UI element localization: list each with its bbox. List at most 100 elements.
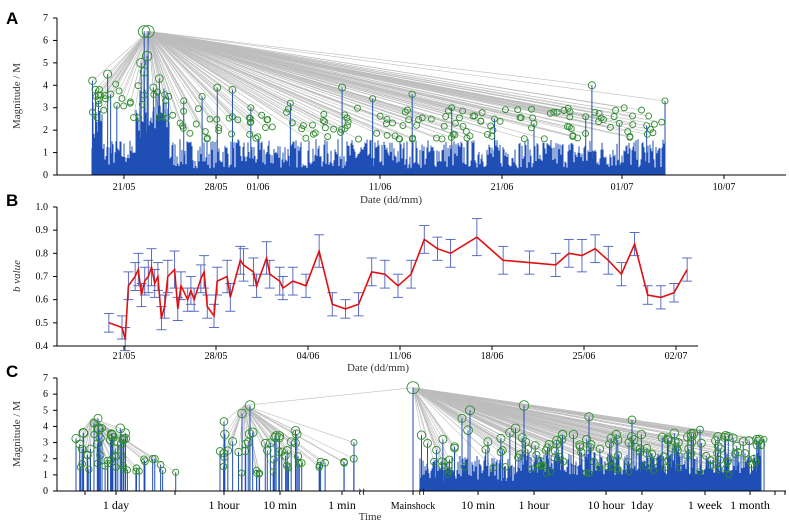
panel-a-event-circle — [115, 87, 123, 95]
panel-a: A 0 1 2 3 4 5 6 7 21/05 28/05 01/06 11/06 21/06 01/0… — [6, 9, 786, 206]
panel-a-gray-line — [99, 31, 149, 96]
panel-c-y-label: Magnitude / M — [11, 401, 23, 467]
panel-c-gray-line — [243, 405, 302, 464]
panel-a-event-circle — [471, 112, 479, 120]
panel-a-event-circle — [169, 111, 177, 119]
panel-c-gray-line — [412, 387, 422, 436]
panel-c-event-circle — [631, 442, 641, 452]
panel-a-event-circle — [268, 123, 276, 131]
panel-a-event-circle — [140, 91, 148, 99]
panel-c-event-circle — [350, 439, 358, 447]
panel-a-gray-line — [148, 31, 592, 86]
panel-a-gray-line — [147, 31, 199, 109]
panel-a-gray-line — [148, 31, 346, 129]
axis-break-right: ≀≀ — [418, 487, 426, 498]
panel-c-gray-line — [224, 405, 245, 458]
panel-c-event-circle — [696, 438, 706, 448]
panel-c-event-circle — [608, 462, 617, 471]
panel-a-event-circle — [629, 112, 636, 120]
panel-a-gray-line — [147, 31, 219, 128]
panel-c-event-circle — [738, 436, 748, 446]
panel-a-event-circle — [487, 122, 495, 130]
panel-b-y-tick-label: 0.7 — [36, 272, 49, 283]
panel-b-x-tick-label: 25/06 — [573, 351, 596, 362]
panel-c-gray-line — [224, 405, 245, 435]
panel-c-event-circle — [71, 433, 81, 444]
panel-c-event-circle — [444, 470, 452, 478]
panel-c-gray-line — [243, 405, 326, 464]
panel-a-event-circle — [643, 122, 651, 130]
panel-a-gray-line — [148, 31, 535, 124]
panel-c-x-tick-label: 10 min — [263, 498, 297, 512]
panel-c-gray-line — [412, 387, 666, 468]
panel-c-event-circle — [316, 457, 325, 466]
panel-a-event-circle — [149, 83, 158, 92]
panel-c-event-circle — [605, 439, 614, 449]
panel-c-stems — [75, 387, 765, 491]
panel-c-event-circle — [642, 449, 651, 458]
panel-c-gray-line — [412, 387, 557, 441]
panel-a-event-circle — [442, 113, 450, 120]
panel-c-gray-line — [243, 405, 249, 443]
panel-a-event-circle — [401, 108, 409, 116]
panel-a-event-circle — [264, 116, 272, 123]
panel-a-event-circle — [201, 128, 209, 135]
panel-a-gray-line — [148, 31, 616, 111]
panel-a-event-circle — [215, 127, 223, 135]
panel-a-gray-line — [148, 31, 373, 100]
panel-c-event-circle — [749, 454, 758, 463]
axis-break-left: ≀≀ — [358, 487, 366, 498]
panel-a-x-label: Date (dd/mm) — [360, 194, 422, 206]
panel-c-event-circle — [76, 463, 85, 471]
panel-b-error-bars — [103, 218, 693, 352]
panel-c-event-circle — [107, 430, 117, 440]
panel-a-event-circle — [587, 81, 596, 90]
panel-a-event-circle — [330, 125, 338, 133]
panel-c-event-circle — [647, 449, 657, 459]
panel-a-gray-line — [147, 31, 191, 134]
panel-a-event-circle — [483, 131, 491, 138]
panel-a-connection-lines — [92, 31, 666, 140]
panel-a-gray-line — [148, 31, 251, 108]
panel-a-event-circle — [118, 94, 126, 102]
panel-c-event-circle — [627, 432, 637, 442]
panel-c-event-circle — [636, 429, 647, 440]
panel-c-event-circle — [649, 457, 658, 466]
panel-a-gray-line — [147, 31, 218, 120]
panel-a-event-circle — [204, 134, 211, 142]
panel-a-event-circle — [228, 130, 236, 138]
panel-c-event-circle — [241, 446, 250, 456]
panel-a-gray-line — [148, 31, 647, 126]
panel-a-event-circle — [477, 117, 485, 125]
panel-c-gray-line — [412, 387, 450, 460]
panel-a-event-circle — [106, 90, 115, 98]
panel-c-event-circle — [150, 455, 159, 463]
panel-a-gray-line — [148, 31, 316, 134]
panel-c-gray-line — [243, 405, 274, 472]
panel-a-event-circle — [574, 134, 582, 142]
panel-b-y-label: b value — [11, 260, 23, 292]
panel-c-event-circle — [297, 459, 306, 467]
panel-c-event-circle — [445, 455, 454, 464]
panel-c-event-circle — [544, 439, 554, 449]
panel-c-event-circle — [463, 425, 473, 436]
panel-c-event-circle — [465, 405, 475, 416]
panel-c-event-circle — [104, 459, 112, 468]
panel-a-event-circle — [344, 118, 352, 126]
panel-b-y-tick-label: 0.9 — [36, 225, 49, 236]
panel-a-event-circle — [206, 115, 214, 123]
panel-a-gray-line — [148, 31, 377, 134]
panel-a-event-circle — [610, 113, 618, 120]
panel-c-event-circle — [521, 437, 531, 447]
panel-a-event-circle — [478, 109, 486, 117]
panel-c-event-circle — [713, 432, 723, 442]
panel-c-event-circle — [315, 461, 324, 470]
panel-c-event-circle — [496, 448, 505, 457]
panel-a-x-tick-label: 01/07 — [611, 182, 634, 193]
panel-a-event-circle — [91, 85, 100, 94]
panel-c-x-tick-label: 1 hour — [519, 498, 550, 512]
panel-a-event-circle — [440, 122, 448, 130]
panel-a-event-circle — [369, 95, 377, 103]
panel-a-event-circle — [391, 132, 399, 140]
panel-c-event-circle — [661, 463, 669, 472]
